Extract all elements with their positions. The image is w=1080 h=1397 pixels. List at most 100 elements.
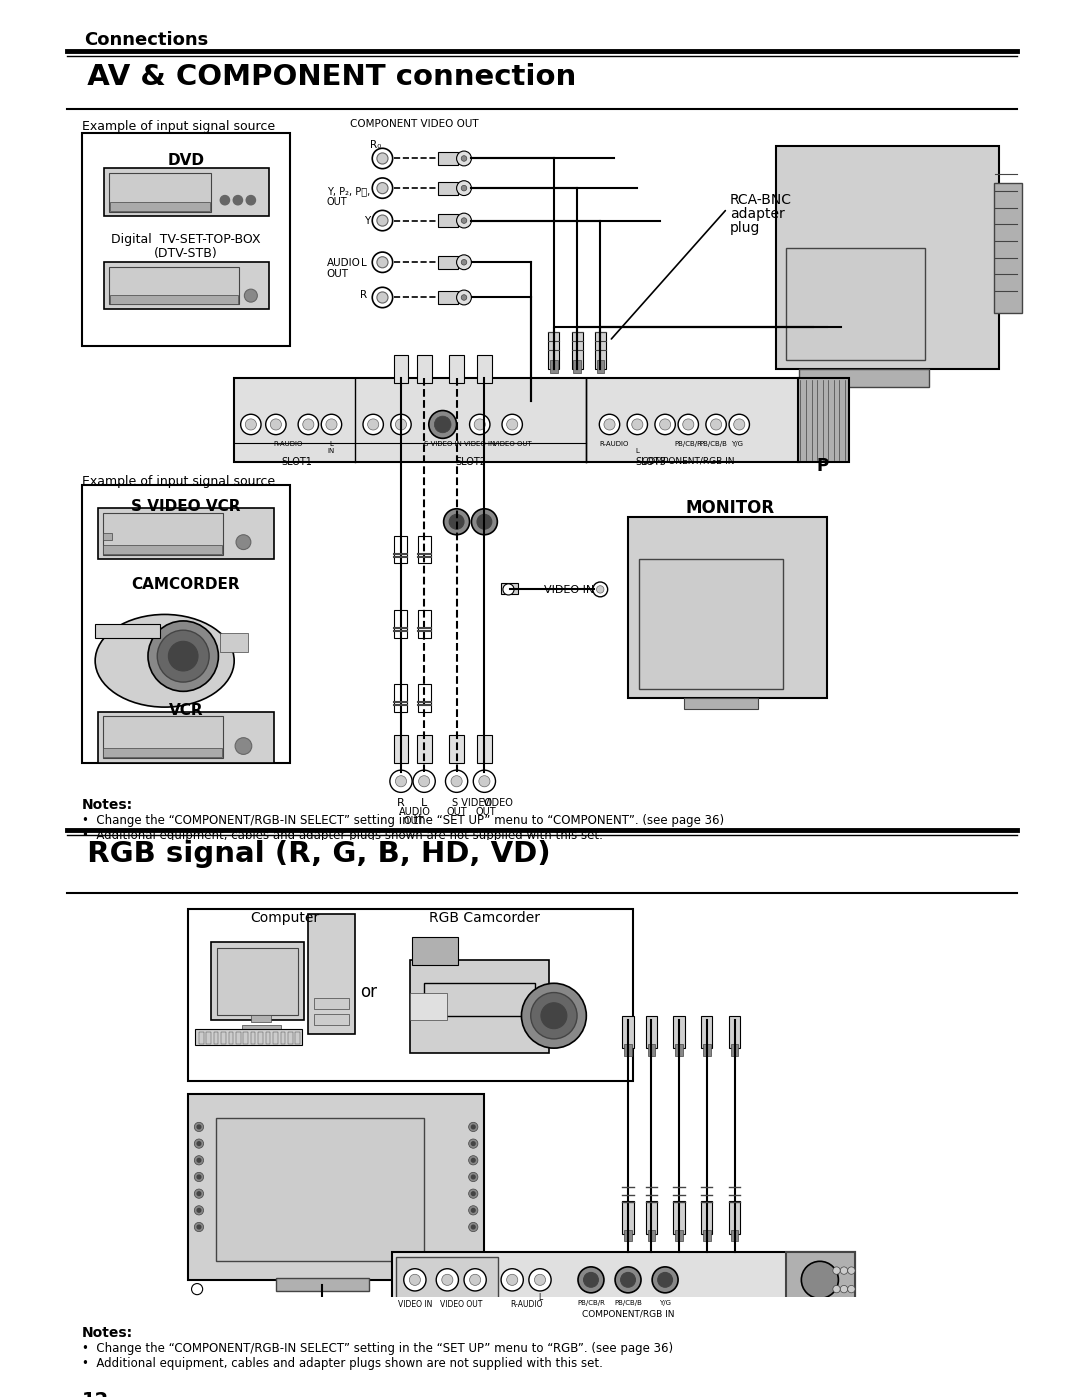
Circle shape — [373, 148, 393, 169]
Bar — [104, 545, 222, 555]
Bar — [648, 1045, 654, 1056]
Bar — [234, 379, 799, 461]
Circle shape — [683, 419, 693, 430]
Bar — [799, 369, 929, 387]
Text: VIDEO IN: VIDEO IN — [543, 585, 594, 595]
Circle shape — [377, 257, 388, 268]
Text: •  Change the “COMPONENT/RGB-IN SELECT” setting in the “SET UP” menu to “RGB”. (: • Change the “COMPONENT/RGB-IN SELECT” s… — [82, 1343, 673, 1355]
Text: MONITOR: MONITOR — [686, 499, 774, 517]
Bar — [417, 735, 432, 763]
Bar — [629, 517, 827, 698]
Text: RCA-BNC: RCA-BNC — [730, 193, 792, 207]
Bar — [646, 1201, 657, 1234]
Bar — [785, 1252, 855, 1308]
Circle shape — [507, 1274, 517, 1285]
Text: Computer: Computer — [251, 911, 320, 925]
Circle shape — [604, 419, 616, 430]
Bar — [394, 685, 407, 711]
Circle shape — [801, 1261, 838, 1298]
Bar — [410, 992, 447, 1020]
Bar — [438, 214, 458, 228]
Bar — [438, 152, 458, 165]
Bar — [477, 735, 491, 763]
Bar — [105, 263, 269, 309]
Circle shape — [404, 1268, 426, 1291]
Circle shape — [373, 288, 393, 307]
Bar — [703, 1045, 711, 1056]
Circle shape — [840, 1267, 848, 1274]
Text: SLOT3: SLOT3 — [636, 457, 666, 467]
Circle shape — [194, 1139, 204, 1148]
Circle shape — [451, 775, 462, 787]
Bar — [438, 256, 458, 268]
Text: SLOT2: SLOT2 — [455, 457, 486, 467]
Text: AV & COMPONENT connection: AV & COMPONENT connection — [67, 63, 577, 91]
Bar — [295, 1032, 300, 1044]
Text: RGB Camcorder: RGB Camcorder — [429, 911, 540, 925]
Circle shape — [241, 415, 261, 434]
Text: COMPONENT/RGB IN: COMPONENT/RGB IN — [642, 457, 734, 465]
Text: VIDEO IN: VIDEO IN — [397, 1301, 432, 1309]
Bar — [573, 359, 581, 373]
Bar — [314, 1014, 349, 1025]
Circle shape — [194, 1189, 204, 1199]
Text: (DTV-STB): (DTV-STB) — [154, 246, 218, 260]
Text: Y, P₂, P⭐,: Y, P₂, P⭐, — [327, 186, 370, 196]
Circle shape — [464, 1268, 486, 1291]
Text: OUT: OUT — [476, 807, 497, 817]
Text: R₀: R₀ — [370, 140, 381, 149]
Text: COMPONENT/RGB IN: COMPONENT/RGB IN — [582, 1309, 674, 1319]
Text: R-AUDIO: R-AUDIO — [599, 441, 629, 447]
Text: AUDIO: AUDIO — [400, 807, 431, 817]
Circle shape — [578, 1267, 604, 1292]
Circle shape — [472, 1125, 475, 1129]
Circle shape — [367, 419, 379, 430]
Bar — [82, 133, 289, 345]
Circle shape — [409, 1274, 420, 1285]
Text: OUT: OUT — [404, 816, 424, 827]
Bar — [674, 1016, 685, 1048]
Bar — [413, 937, 458, 965]
Text: OUT: OUT — [446, 807, 467, 817]
Text: PB/CB/B: PB/CB/B — [615, 1301, 642, 1306]
Bar — [110, 295, 238, 305]
Circle shape — [583, 1273, 598, 1287]
Bar — [624, 1045, 632, 1056]
Circle shape — [391, 415, 411, 434]
Text: VIDEO OUT: VIDEO OUT — [440, 1301, 483, 1309]
Circle shape — [621, 1273, 635, 1287]
Bar — [438, 291, 458, 305]
Circle shape — [419, 775, 430, 787]
Text: CAMCORDER: CAMCORDER — [132, 577, 240, 592]
Bar — [571, 331, 582, 369]
Circle shape — [198, 1208, 201, 1213]
Text: OUT: OUT — [327, 268, 349, 279]
Circle shape — [198, 1158, 201, 1162]
Bar — [103, 717, 224, 759]
Circle shape — [233, 196, 243, 205]
Text: Connections: Connections — [84, 31, 208, 49]
Circle shape — [377, 183, 388, 194]
Bar — [308, 914, 354, 1034]
Circle shape — [593, 583, 608, 597]
Bar — [701, 1016, 713, 1048]
Text: SLOT1: SLOT1 — [282, 457, 312, 467]
Text: S VIDEO VCR: S VIDEO VCR — [132, 499, 241, 514]
Bar — [243, 1032, 248, 1044]
Bar — [266, 1032, 270, 1044]
Bar — [646, 1016, 657, 1048]
Text: Y: Y — [364, 217, 370, 226]
Circle shape — [478, 775, 490, 787]
Circle shape — [442, 1274, 453, 1285]
Text: L: L — [361, 257, 367, 268]
Circle shape — [198, 1192, 201, 1196]
Text: L: L — [421, 798, 428, 807]
Circle shape — [373, 211, 393, 231]
Bar — [188, 1094, 485, 1280]
Circle shape — [711, 419, 721, 430]
Text: VIDEO: VIDEO — [483, 798, 513, 807]
Text: L: L — [329, 441, 334, 447]
Circle shape — [473, 770, 496, 792]
Circle shape — [461, 186, 467, 191]
Bar — [288, 1032, 293, 1044]
